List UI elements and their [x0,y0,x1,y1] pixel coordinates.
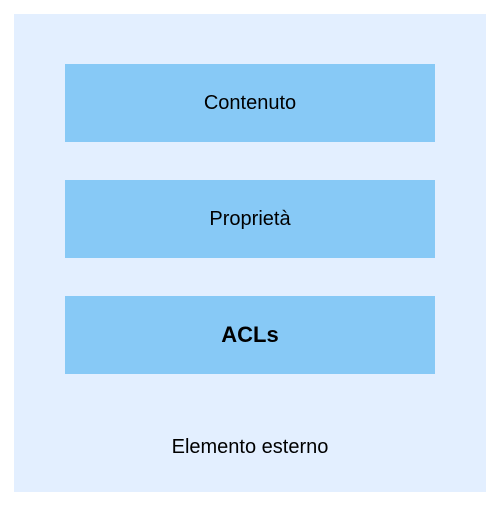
box-acls: ACLs [65,296,435,374]
box-contenuto: Contenuto [65,64,435,142]
outer-label: Elemento esterno [172,436,329,459]
box-label: Contenuto [204,92,296,115]
box-label: Proprietà [209,208,290,231]
box-label: ACLs [221,322,278,348]
box-proprieta: Proprietà [65,180,435,258]
outer-container: Contenuto Proprietà ACLs Elemento estern… [14,14,486,492]
